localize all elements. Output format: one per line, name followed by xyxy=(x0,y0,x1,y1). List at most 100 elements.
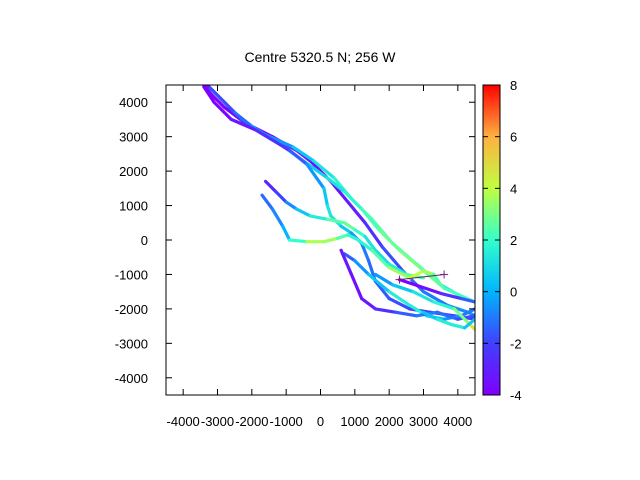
series-9 xyxy=(373,272,475,332)
series-segment xyxy=(270,207,285,228)
series-segment xyxy=(387,262,408,276)
series-segment xyxy=(209,86,237,115)
series-segment xyxy=(308,214,329,221)
series-segment xyxy=(463,317,475,330)
series-segment xyxy=(288,238,309,244)
series-segment xyxy=(360,241,371,263)
series-segment xyxy=(202,85,216,104)
series-segment xyxy=(305,162,326,190)
series-segment xyxy=(373,307,398,314)
plot-frame xyxy=(165,84,476,396)
y-tick-label: -1000 xyxy=(115,267,148,282)
series-segment xyxy=(325,176,347,194)
x-tick-label: -3000 xyxy=(201,414,234,429)
series-segment xyxy=(363,235,377,252)
series-segment xyxy=(233,110,254,128)
series-segment xyxy=(325,217,347,225)
series-segment xyxy=(342,221,357,232)
series-5 xyxy=(264,179,426,280)
y-tick-label: 2000 xyxy=(119,164,148,179)
colorbar-tick-label: 8 xyxy=(510,78,517,93)
y-tick-label: -3000 xyxy=(115,336,148,351)
series-segment xyxy=(435,317,453,326)
series-segment xyxy=(449,322,467,330)
series-segment xyxy=(260,193,274,211)
series-segment xyxy=(387,297,412,311)
series-segment xyxy=(284,200,299,211)
x-tick-label: 3000 xyxy=(409,414,438,429)
x-tick-label: 0 xyxy=(317,414,324,429)
x-tick-label: -2000 xyxy=(235,414,268,429)
series-segment xyxy=(346,233,360,242)
series-6 xyxy=(260,193,443,287)
y-tick-label: -2000 xyxy=(115,302,148,317)
series-segment xyxy=(432,300,456,311)
colorbar-tick-label: 0 xyxy=(510,285,517,300)
y-tick-label: 3000 xyxy=(119,130,148,145)
colorbar-tick-label: 4 xyxy=(510,181,517,196)
series-segment xyxy=(322,236,340,244)
series-segment xyxy=(387,290,412,307)
series-segment xyxy=(397,278,422,289)
series-segment xyxy=(452,307,470,325)
series-segment xyxy=(288,148,309,166)
series-segment xyxy=(439,291,463,301)
series-segment xyxy=(322,186,329,208)
series-10 xyxy=(397,278,475,304)
colorbar-tick-label: -2 xyxy=(510,336,522,351)
series-segment xyxy=(377,228,402,252)
series-segment xyxy=(342,252,357,263)
series-segment xyxy=(353,228,367,239)
y-axis: -4000 -3000 -2000 -1000 0 1000 2000 3000 4000 xyxy=(115,95,475,386)
series-segment xyxy=(418,284,443,295)
y-tick-label: -4000 xyxy=(115,371,148,386)
colorbar-tick-label: -4 xyxy=(510,388,522,403)
series-segment xyxy=(432,272,443,287)
series-segment xyxy=(421,290,450,307)
series-segment xyxy=(408,269,426,280)
track-line xyxy=(399,273,445,281)
plus-marker xyxy=(395,275,404,284)
series-segment xyxy=(391,283,415,294)
colorbar-tick-label: 6 xyxy=(510,130,517,145)
x-tick-label: -4000 xyxy=(167,414,200,429)
series-segment xyxy=(356,238,374,252)
series-segment xyxy=(312,159,336,180)
series-segment xyxy=(360,207,381,232)
series-segment xyxy=(380,245,405,273)
colorbar-axis: -4 -2 0 2 4 6 8 xyxy=(483,78,522,403)
series-segment xyxy=(435,310,460,321)
series-segment xyxy=(209,91,226,110)
series-segment xyxy=(274,190,288,204)
series-segment xyxy=(397,248,422,270)
series-segment xyxy=(373,279,391,301)
series-segment xyxy=(394,310,419,318)
y-tick-label: 4000 xyxy=(119,95,148,110)
series-segment xyxy=(264,179,278,194)
series-segment xyxy=(339,224,353,235)
y-tick-label: 1000 xyxy=(119,199,148,214)
series-segment xyxy=(353,259,371,276)
chart-title: Centre 5320.5 N; 256 W xyxy=(245,49,397,65)
series-segment xyxy=(370,248,391,270)
series-segment xyxy=(456,314,475,321)
series-segment xyxy=(387,266,412,280)
x-tick-label: 2000 xyxy=(375,414,404,429)
series-segment xyxy=(336,233,350,240)
series-segment xyxy=(212,100,233,122)
y-tick-label: 0 xyxy=(141,233,148,248)
series-segment xyxy=(360,297,377,311)
series-11 xyxy=(421,310,475,330)
series-segment xyxy=(291,145,316,163)
colorbar-tick-label: 2 xyxy=(510,233,517,248)
series-segment xyxy=(421,310,439,321)
series-segment xyxy=(349,272,364,301)
plus-marker xyxy=(440,270,449,279)
plot-area xyxy=(202,85,475,332)
series-segment xyxy=(411,290,436,304)
series-segment xyxy=(459,297,475,304)
series-segment xyxy=(373,272,395,287)
x-tick-label: 4000 xyxy=(443,414,472,429)
series-segment xyxy=(342,190,364,211)
